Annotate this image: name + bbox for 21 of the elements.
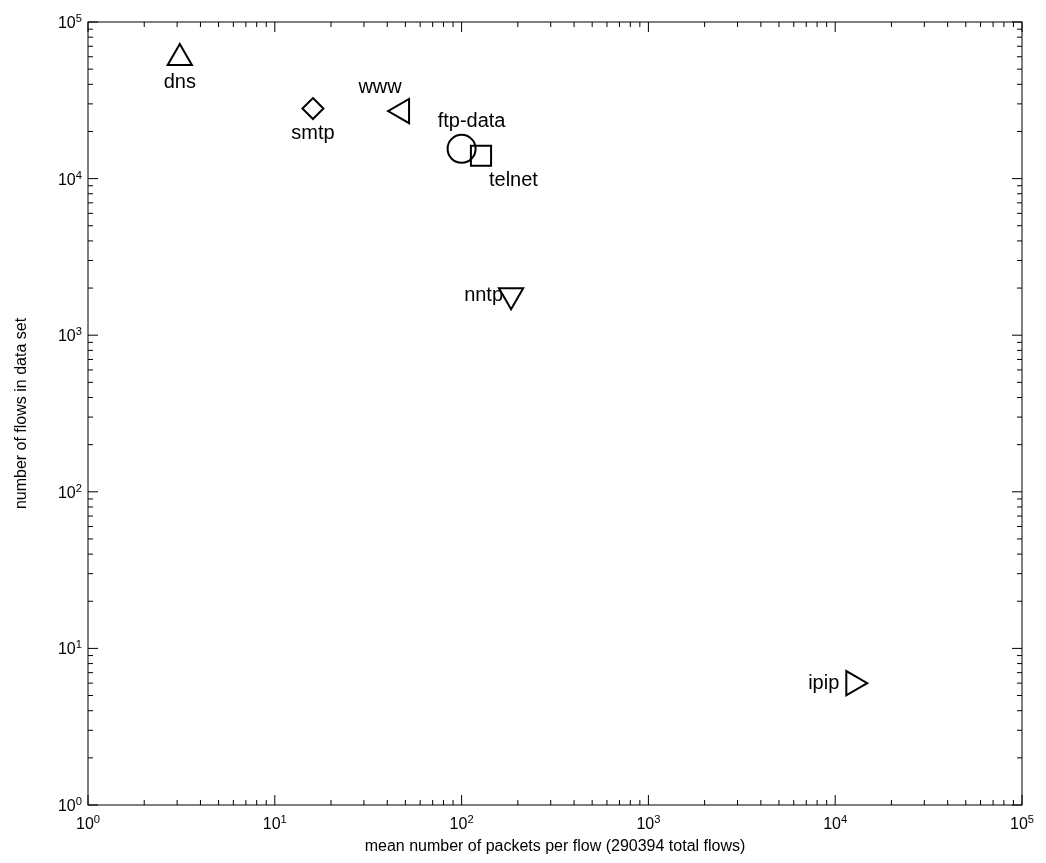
y-tick-label: 10$^{3}$ [57, 325, 82, 345]
y-tick-label: 10$^{4}$ [57, 168, 82, 188]
x-tick-label: 10$^{3}$ [636, 813, 661, 832]
y-tick-label: 10$^{5}$ [57, 12, 82, 31]
series-label: www [357, 75, 403, 98]
y-tick-label: 10$^{2}$ [57, 481, 82, 501]
y-axis-title: number of flows in data set [12, 317, 29, 510]
x-tick-label: 10$^{2}$ [449, 813, 474, 832]
series-label: ipip [808, 671, 840, 694]
series-label: dns [163, 69, 196, 92]
x-tick-label: 10$^{1}$ [262, 813, 287, 832]
y-tick-label: 10$^{0}$ [57, 795, 82, 814]
series-label: ftp-data [437, 108, 507, 131]
series-label: nntp [464, 283, 504, 306]
series-label: smtp [291, 120, 335, 143]
x-axis-title: mean number of packets per flow (290394 total flows) [364, 837, 746, 854]
series-label: telnet [488, 167, 539, 190]
x-tick-label: 10$^{4}$ [823, 813, 848, 832]
y-tick-label: 10$^{1}$ [57, 638, 82, 658]
x-tick-label: 10$^{5}$ [1009, 813, 1035, 832]
x-tick-label: 10$^{0}$ [75, 813, 101, 832]
